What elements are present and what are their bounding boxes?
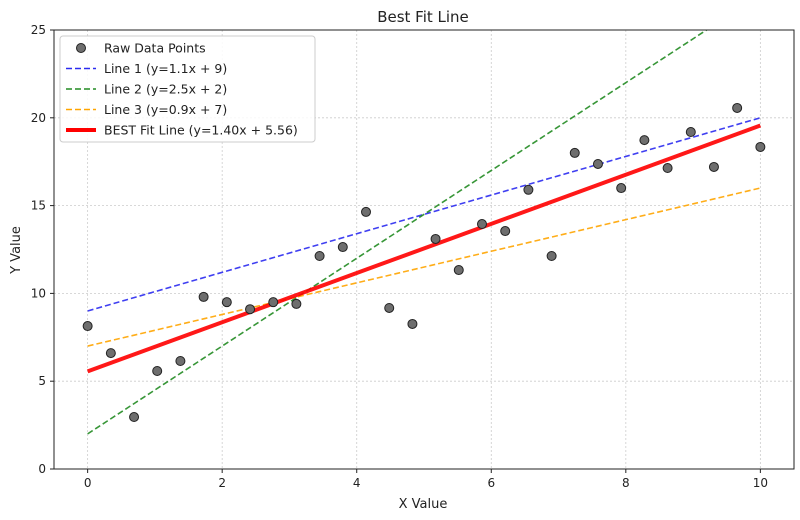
- data-point: [569, 147, 580, 158]
- legend: Raw Data Points Line 1 (y=1.1x + 9) Line 2…: [59, 35, 316, 143]
- data-point: [361, 206, 372, 217]
- x-tick-label: 6: [487, 476, 495, 490]
- legend-label: Line 1 (y=1.1x + 9): [104, 61, 227, 76]
- data-point: [384, 302, 395, 313]
- y-tick-label: 0: [38, 462, 46, 476]
- y-tick-label: 5: [38, 374, 46, 388]
- data-point: [592, 158, 603, 169]
- y-tick-label: 25: [31, 23, 46, 37]
- data-point: [546, 250, 557, 261]
- legend-marker-raw-data: [76, 43, 86, 53]
- data-point: [291, 298, 302, 309]
- data-point: [82, 321, 93, 332]
- legend-label: Line 2 (y=2.5x + 2): [104, 82, 227, 97]
- y-tick-label: 20: [31, 111, 46, 125]
- data-point: [430, 233, 441, 244]
- legend-label: Raw Data Points: [104, 41, 206, 56]
- data-point: [268, 297, 279, 308]
- data-point: [152, 366, 163, 377]
- data-point: [337, 242, 348, 253]
- x-tick-label: 10: [753, 476, 768, 490]
- data-point: [500, 226, 511, 237]
- y-tick-label: 15: [31, 199, 46, 213]
- x-tick-label: 0: [84, 476, 92, 490]
- data-point: [453, 265, 464, 276]
- y-axis-label: Y Value: [9, 226, 24, 275]
- data-point: [129, 412, 140, 423]
- data-point: [755, 141, 766, 152]
- legend-box: [59, 35, 316, 143]
- chart-title: Best Fit Line: [377, 8, 469, 26]
- data-point: [662, 163, 673, 174]
- data-point: [175, 356, 186, 367]
- data-point: [198, 291, 209, 302]
- x-tick-label: 4: [353, 476, 361, 490]
- x-tick-label: 8: [622, 476, 630, 490]
- data-point: [105, 348, 116, 359]
- data-point: [476, 219, 487, 230]
- x-axis-label: X Value: [399, 497, 448, 512]
- data-point: [407, 318, 418, 329]
- y-tick-label: 10: [31, 286, 46, 300]
- data-point: [732, 102, 743, 113]
- x-tick-label: 2: [218, 476, 226, 490]
- data-point: [708, 161, 719, 172]
- legend-label: Line 3 (y=0.9x + 7): [104, 102, 227, 117]
- line-2: [87, 30, 709, 435]
- best-fit-line: [86, 123, 762, 374]
- data-point: [245, 304, 256, 315]
- data-point: [523, 184, 534, 195]
- plot-frame: [53, 29, 795, 470]
- data-point: [221, 297, 232, 308]
- line-3: [87, 187, 761, 347]
- data-point: [685, 127, 696, 138]
- data-point: [314, 250, 325, 261]
- data-point: [639, 135, 650, 146]
- legend-label: BEST Fit Line (y=1.40x + 5.56): [104, 123, 298, 138]
- data-point: [616, 183, 627, 194]
